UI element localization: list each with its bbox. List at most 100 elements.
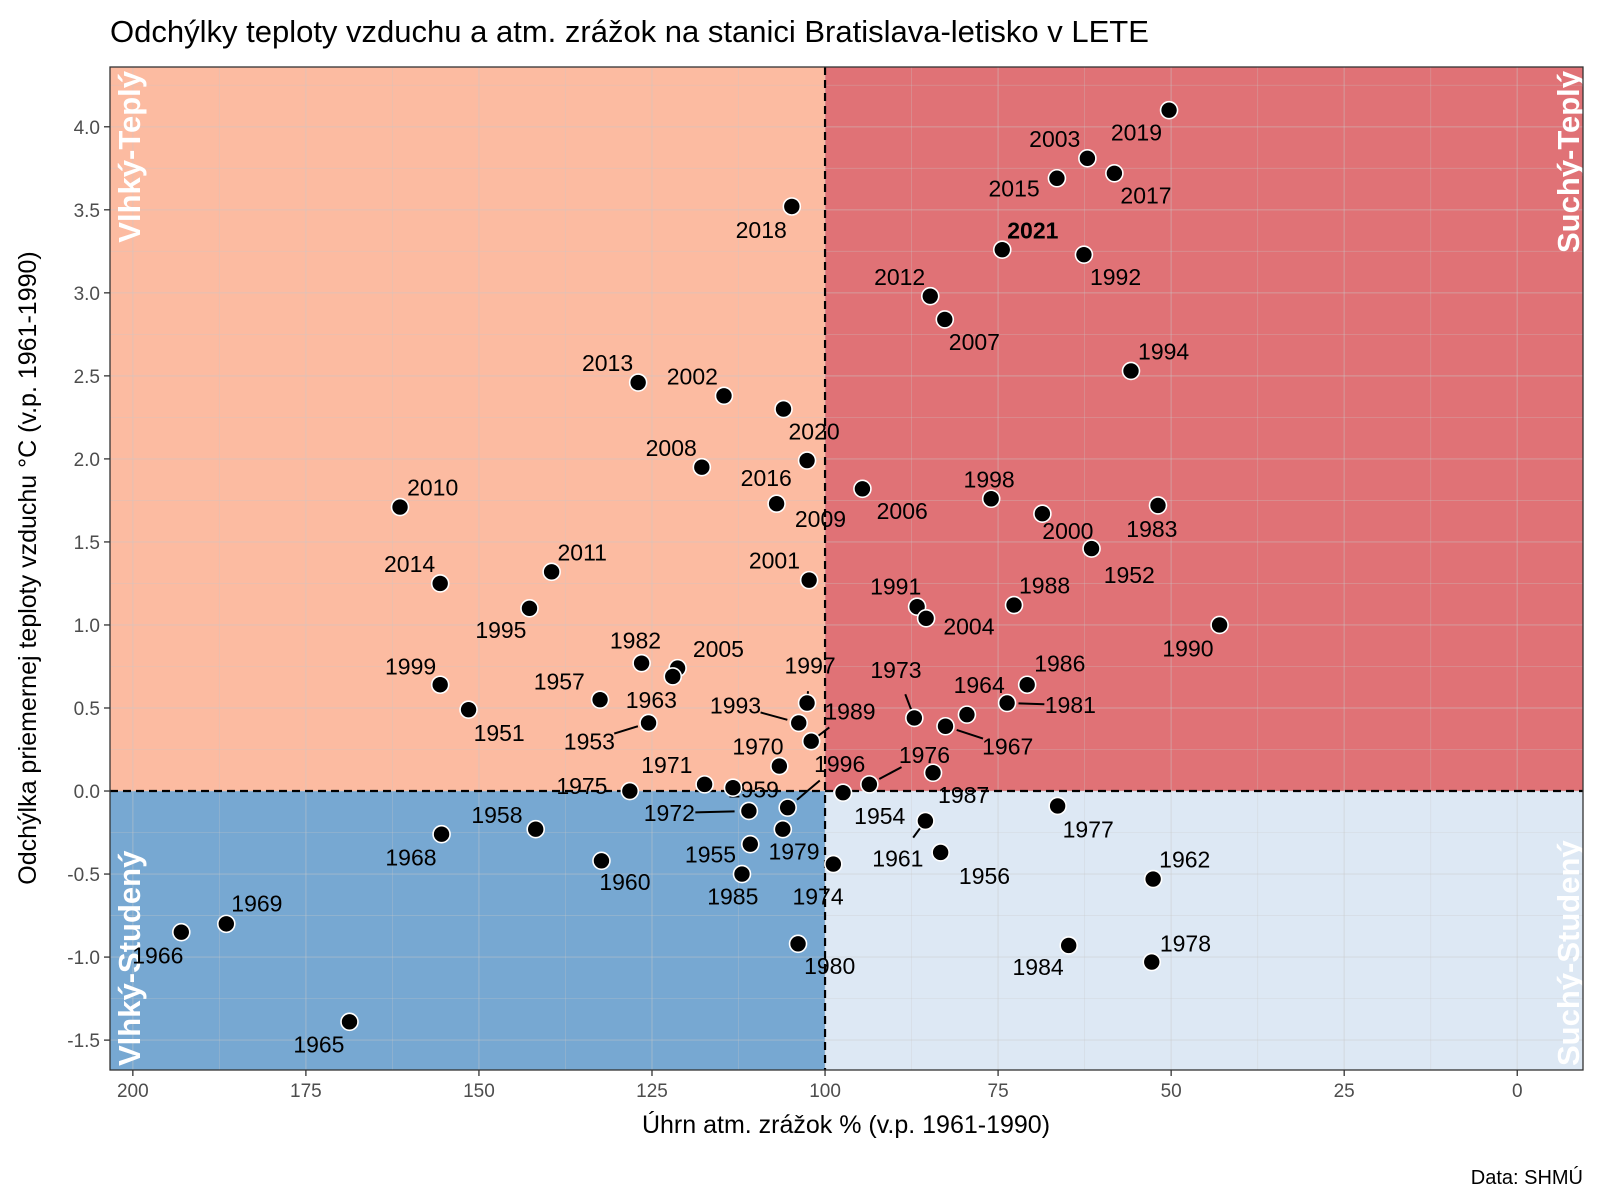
point-label: 2000 <box>1042 518 1093 544</box>
point-label: 2007 <box>949 329 1000 355</box>
point-label: 2004 <box>943 613 994 639</box>
point-label: 2012 <box>874 264 925 290</box>
point-label: 2011 <box>557 539 606 565</box>
data-point <box>853 479 872 499</box>
plot-panel: Vlhký-Teplý Suchý-Teplý Vlhký-Studený Suchý… <box>110 57 1599 1080</box>
point-label: 1998 <box>964 466 1015 492</box>
data-point <box>981 489 1001 509</box>
point-label: 2017 <box>1120 183 1171 209</box>
data-point <box>542 562 561 582</box>
y-tick-label: -1.5 <box>67 1031 100 1052</box>
point-label: 2006 <box>877 498 928 524</box>
point-label: 1962 <box>1159 847 1210 873</box>
data-point <box>1082 539 1101 558</box>
data-point <box>1047 168 1067 188</box>
data-point <box>740 834 760 854</box>
data-point <box>1210 615 1229 635</box>
data-point <box>520 599 539 618</box>
axes: 200 175 150 125 100 75 50 25 0 4.0 3.5 3.0 2.5 2.0 1.5… <box>67 66 1584 1102</box>
point-label: 1997 <box>785 652 836 678</box>
chart-title: Odchýlky teploty vzduchu a atm. zrážok n… <box>110 14 1149 49</box>
data-point <box>799 570 819 590</box>
data-point <box>590 690 610 709</box>
data-point <box>1143 869 1163 889</box>
data-point <box>430 675 450 695</box>
label-leader-line <box>613 725 639 735</box>
data-point <box>1148 496 1168 515</box>
data-point <box>824 854 843 874</box>
data-point <box>592 851 611 871</box>
data-point <box>774 399 793 419</box>
label-leader-line <box>912 827 922 839</box>
point-label: 1965 <box>293 1031 344 1057</box>
point-label: 2008 <box>646 435 697 461</box>
y-tick-label: -1.0 <box>67 948 100 969</box>
point-label: 2009 <box>795 506 846 532</box>
point-label: 1989 <box>824 699 875 725</box>
point-label: 1980 <box>804 953 855 979</box>
data-point <box>905 708 924 728</box>
y-axis-label: Odchýlka priemernej teploty vzduchu °C (… <box>14 251 42 884</box>
point-label: 1991 <box>870 573 921 599</box>
data-point <box>639 713 658 733</box>
data-point <box>628 373 648 392</box>
point-label: 2018 <box>736 217 787 243</box>
point-label: 1976 <box>899 742 950 768</box>
point-label: 1981 <box>1045 692 1096 718</box>
y-tick-label: 1.5 <box>74 533 100 554</box>
data-point <box>663 667 683 686</box>
point-label: 2005 <box>693 636 744 662</box>
point-label: 1964 <box>954 672 1005 698</box>
data-point <box>1142 952 1162 972</box>
quadrant-label: Suchý-Studený <box>1551 840 1586 1066</box>
point-label: 1999 <box>385 653 436 679</box>
quadrant-label: Suchý-Teplý <box>1551 70 1586 253</box>
y-tick-label: 1.0 <box>74 616 100 637</box>
label-leader-line <box>878 766 902 780</box>
point-label: 1968 <box>385 845 436 871</box>
point-label: 1982 <box>610 628 661 654</box>
data-point <box>692 457 712 477</box>
point-label: 2021 <box>1007 217 1058 243</box>
data-point <box>931 843 950 862</box>
x-tick-label: 75 <box>988 1081 1009 1102</box>
label-leader-line <box>1018 702 1045 706</box>
data-point <box>860 775 879 794</box>
point-label: 1974 <box>792 884 843 910</box>
point-label: 1984 <box>1013 954 1064 980</box>
quadrant-label: Vlhký-Teplý <box>112 70 147 242</box>
point-label: 1972 <box>644 800 695 826</box>
data-point <box>916 811 935 831</box>
data-point <box>216 914 236 934</box>
point-label: 1993 <box>710 693 761 719</box>
label-leader-line <box>796 779 821 801</box>
data-point <box>789 713 809 733</box>
x-tick-label: 175 <box>290 1081 322 1102</box>
data-point <box>801 731 821 751</box>
data-point <box>920 286 940 306</box>
label-leader-line <box>817 726 830 737</box>
point-label: 1985 <box>707 883 758 909</box>
data-point <box>1078 149 1097 168</box>
label-leader-line <box>956 728 984 740</box>
x-tick-label: 0 <box>1512 1081 1523 1102</box>
point-label: 1951 <box>474 720 525 746</box>
data-point <box>1121 361 1141 381</box>
data-point <box>997 693 1017 713</box>
point-label: 1973 <box>870 657 921 683</box>
data-point <box>739 801 759 821</box>
point-label: 1995 <box>475 617 526 643</box>
data-point <box>459 700 478 719</box>
data-point <box>1048 796 1067 816</box>
point-label: 1979 <box>768 839 819 865</box>
y-tick-label: 0.0 <box>74 782 100 803</box>
x-axis-label: Úhrn atm. zrážok % (v.p. 1961-1990) <box>642 1110 1050 1139</box>
data-point <box>430 574 450 593</box>
label-leader-line <box>904 693 912 710</box>
point-label: 1966 <box>132 943 183 969</box>
quadrant-label: Vlhký-Studený <box>112 850 147 1066</box>
point-label: 1996 <box>814 751 865 777</box>
panel-mask <box>1584 57 1599 1080</box>
data-point <box>767 494 786 514</box>
